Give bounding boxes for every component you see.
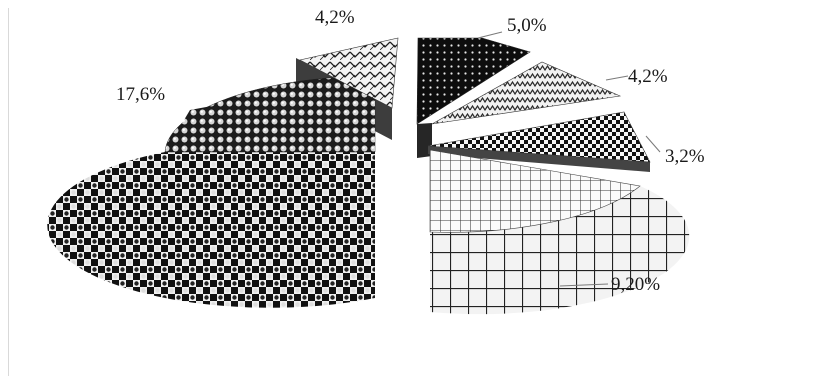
slice-side-17-6: [47, 152, 376, 308]
slice-3-2: [427, 111, 651, 163]
label-slice-9-20: 9,20%: [611, 274, 660, 295]
slice-side-3-2: [428, 146, 650, 172]
frame-border: [8, 8, 9, 376]
slice-4-2-left: [299, 37, 399, 109]
label-slice-4-2-right: 4,2%: [628, 66, 668, 87]
slice-17-6-body: [165, 76, 375, 152]
slice-9-20: [429, 149, 641, 233]
leader-4-2-right: [605, 75, 629, 81]
leader-5-0: [477, 31, 503, 39]
label-slice-3-2: 3,2%: [665, 146, 705, 167]
label-slice-5-0: 5,0%: [507, 15, 547, 36]
label-slice-4-2-left: 4,2%: [315, 7, 355, 28]
slice-5-0: [416, 37, 531, 125]
leader-9-20: [559, 283, 609, 287]
label-slice-17-6: 17,6%: [116, 84, 165, 105]
slice-4-2-right: [431, 61, 622, 125]
leader-3-2: [645, 135, 661, 153]
